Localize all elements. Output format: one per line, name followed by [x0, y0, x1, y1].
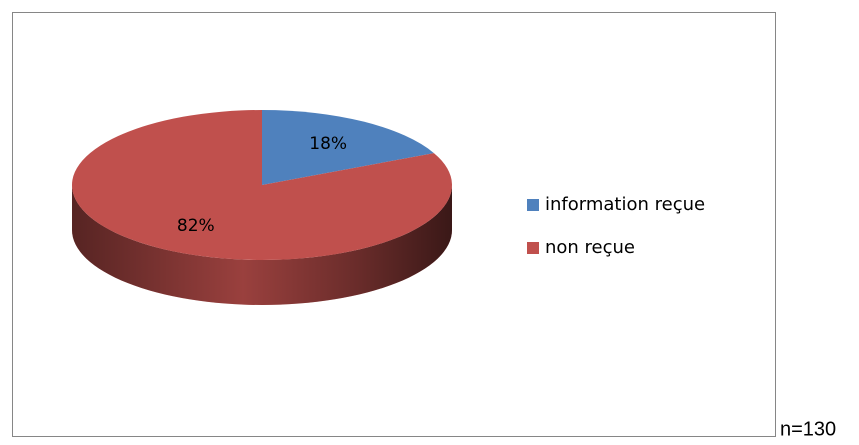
legend-label: information reçue — [545, 194, 705, 215]
legend-swatch — [527, 199, 539, 211]
data-label: 82% — [177, 216, 215, 236]
legend-label: non reçue — [545, 237, 635, 258]
data-label: 18% — [309, 134, 347, 154]
pie-side-shade — [72, 185, 452, 305]
annotation: n=130 — [780, 418, 836, 440]
pie-slice — [72, 110, 453, 260]
legend-swatch — [527, 242, 539, 254]
pie-slice — [262, 110, 434, 185]
